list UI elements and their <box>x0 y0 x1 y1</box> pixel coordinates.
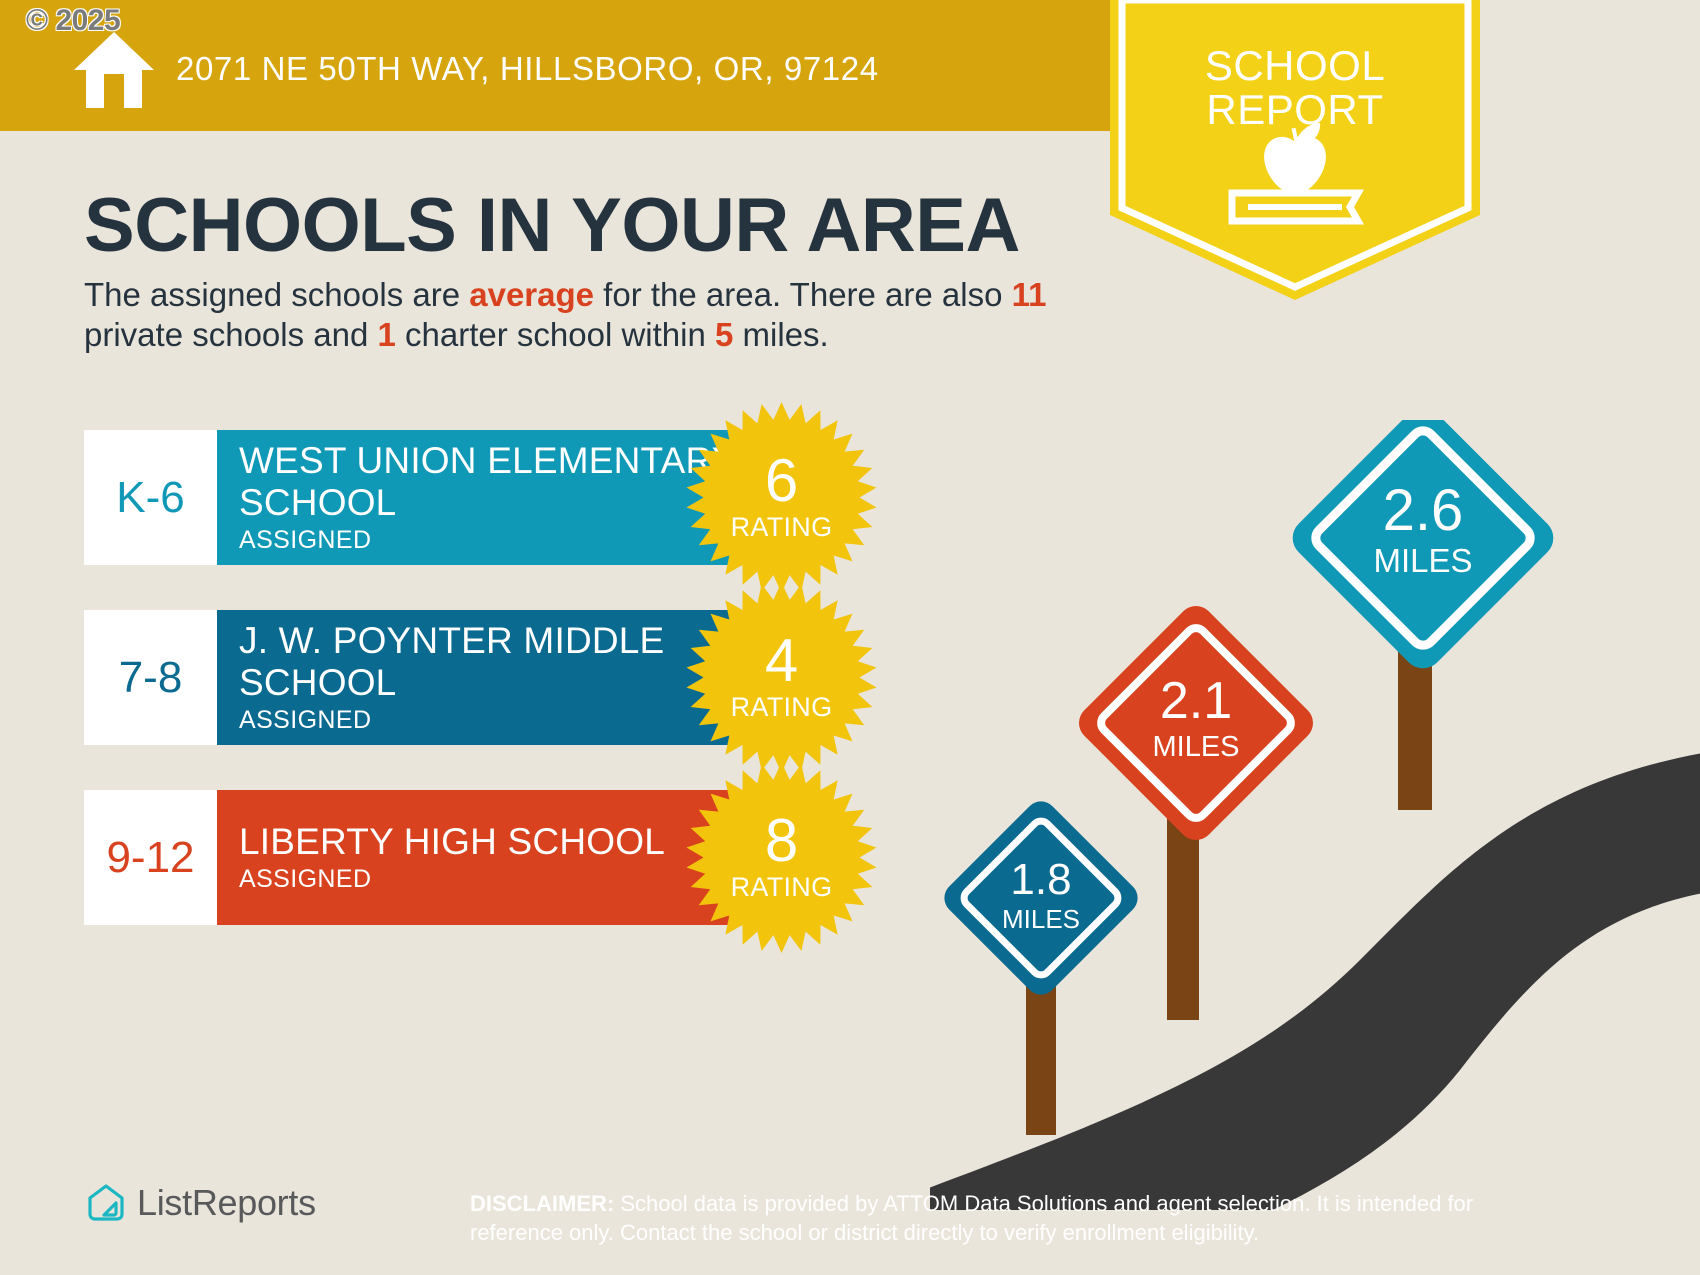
distance-unit: MILES <box>1152 731 1239 763</box>
distance-sign: 2.1 MILES <box>1079 606 1313 840</box>
school-report-badge <box>1110 0 1480 300</box>
summary-charter-count: 1 <box>377 316 396 354</box>
school-status-label: ASSIGNED <box>239 525 372 554</box>
school-name-label: LIBERTY HIGH SCHOOL <box>239 820 665 862</box>
grade-range-box: K-6 <box>84 430 217 565</box>
school-name-label: WEST UNION ELEMENTARY SCHOOL <box>239 440 736 523</box>
road-surface <box>930 753 1700 1210</box>
distance-sign: 2.6 MILES <box>1292 420 1554 669</box>
page-title: SCHOOLS IN YOUR AREA <box>84 183 1020 268</box>
summary-part-4: charter school within <box>395 316 716 354</box>
road-with-distance-signs: 1.8 MILES 2.1 MILES 2.6 MILES <box>930 420 1700 1210</box>
home-icon <box>74 32 154 108</box>
listreports-logo[interactable]: ListReports <box>86 1182 316 1224</box>
distance-unit: MILES <box>1002 904 1080 934</box>
summary-average: average <box>469 276 594 313</box>
rating-starburst <box>686 401 877 594</box>
listreports-wordmark: ListReports <box>137 1182 316 1223</box>
summary-part-1: The assigned schools are <box>84 276 470 313</box>
rating-starburst <box>686 761 877 954</box>
distance-value: 2.6 <box>1383 478 1464 543</box>
disclaimer-label: DISCLAIMER: <box>470 1191 615 1216</box>
summary-part-3: private schools and <box>84 316 378 354</box>
apple-on-book-icon <box>1228 123 1365 225</box>
road-center-line <box>930 708 1700 1162</box>
distance-sign: 1.8 MILES <box>944 801 1138 995</box>
grade-range-label: 9-12 <box>106 832 195 882</box>
school-status-label: ASSIGNED <box>239 705 372 734</box>
listreports-house-icon <box>88 1184 124 1221</box>
distance-value: 1.8 <box>1010 855 1071 904</box>
disclaimer-text: DISCLAIMER: School data is provided by A… <box>470 1190 1480 1247</box>
school-status-label: ASSIGNED <box>239 865 372 894</box>
summary-part-5: miles. <box>733 316 829 354</box>
grade-range-box: 7-8 <box>84 610 217 745</box>
distance-value: 2.1 <box>1160 672 1232 730</box>
grade-range-box: 9-12 <box>84 790 217 925</box>
distance-unit: MILES <box>1373 542 1472 579</box>
grade-range-label: K-6 <box>116 472 185 522</box>
school-name-label: J. W. POYNTER MIDDLE SCHOOL <box>239 620 665 703</box>
property-address: 2071 NE 50TH WAY, HILLSBORO, OR, 97124 <box>176 50 879 87</box>
summary-text: The assigned schools are average for the… <box>84 275 1094 356</box>
summary-part-2: for the area. There are also <box>594 276 1012 313</box>
rating-starburst <box>686 581 877 774</box>
grade-range-label: 7-8 <box>118 652 183 702</box>
copyright-label: © 2025 <box>26 4 121 37</box>
disclaimer-body: School data is provided by ATTOM Data So… <box>470 1191 1474 1245</box>
summary-radius: 5 <box>715 316 734 354</box>
summary-private-count: 11 <box>1011 276 1047 313</box>
header-bar <box>0 0 1118 131</box>
